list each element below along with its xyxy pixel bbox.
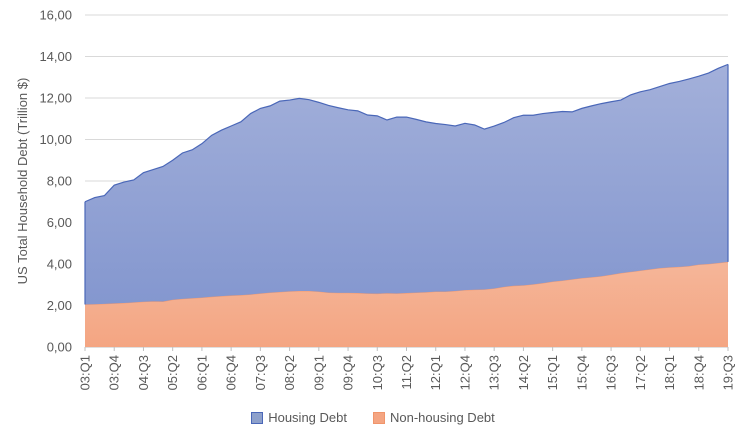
area-non-housing-debt (85, 261, 728, 347)
x-tick-label: 15:Q1 (545, 355, 560, 390)
edge-housing-debt (84, 63, 729, 203)
x-tick-label: 03:Q1 (78, 355, 93, 390)
x-tick-label: 04:Q3 (136, 355, 151, 390)
legend-label: Housing Debt (268, 410, 347, 425)
legend-label: Non-housing Debt (389, 410, 495, 425)
y-axis-title: US Total Household Debt (Trillion $) (15, 78, 30, 285)
area-housing-debt (85, 64, 728, 305)
x-tick-label: 03:Q4 (107, 355, 122, 390)
y-tick-label: 2,00 (47, 298, 72, 313)
chart-svg: 0,00 2,00 4,00 6,00 8,00 10,00 12,00 14,00 16,00… (15, 8, 736, 391)
x-tick-label: 15:Q4 (574, 355, 589, 390)
legend-swatch (372, 411, 385, 424)
legend-swatch (251, 411, 264, 424)
x-tick-label: 08:Q2 (282, 355, 297, 390)
x-tick-label: 12:Q1 (428, 355, 443, 390)
x-tick-label: 12:Q4 (457, 355, 472, 390)
x-tick-label: 18:Q1 (662, 355, 677, 390)
x-tick-label: 11:Q2 (399, 355, 414, 389)
x-tick-label: 13:Q3 (487, 355, 502, 390)
x-tick-label: 10:Q3 (370, 355, 385, 390)
y-tick-label: 16,00 (39, 8, 72, 23)
x-tick-label: 19:Q3 (721, 355, 736, 390)
x-tick-label: 09:Q4 (341, 355, 356, 390)
legend-item-non-housing-debt: Non-housing Debt (372, 410, 495, 425)
y-tick-label: 14,00 (39, 49, 72, 64)
x-tick-label: 17:Q2 (633, 355, 648, 390)
x-tick-label: 07:Q3 (253, 355, 268, 390)
x-tick-label: 05:Q2 (165, 355, 180, 390)
axis-layer: 0,00 2,00 4,00 6,00 8,00 10,00 12,00 14,00 16,00… (39, 8, 735, 391)
x-tick-label: 18:Q4 (691, 355, 706, 390)
x-tick-label: 14:Q2 (516, 355, 531, 390)
y-tick-label: 0,00 (47, 340, 72, 355)
legend: Housing Debt Non-housing Debt (0, 410, 746, 425)
legend-item-housing-debt: Housing Debt (251, 410, 347, 425)
y-tick-label: 12,00 (39, 91, 72, 106)
y-tick-label: 4,00 (47, 257, 72, 272)
area-layer (84, 63, 729, 347)
y-tick-label: 8,00 (47, 174, 72, 189)
x-tick-label: 16:Q3 (604, 355, 619, 390)
x-tick-label: 06:Q1 (194, 355, 209, 390)
y-tick-label: 6,00 (47, 215, 72, 230)
x-tick-label: 06:Q4 (224, 355, 239, 390)
y-tick-label: 10,00 (39, 132, 72, 147)
x-tick-label: 09:Q1 (311, 355, 326, 390)
